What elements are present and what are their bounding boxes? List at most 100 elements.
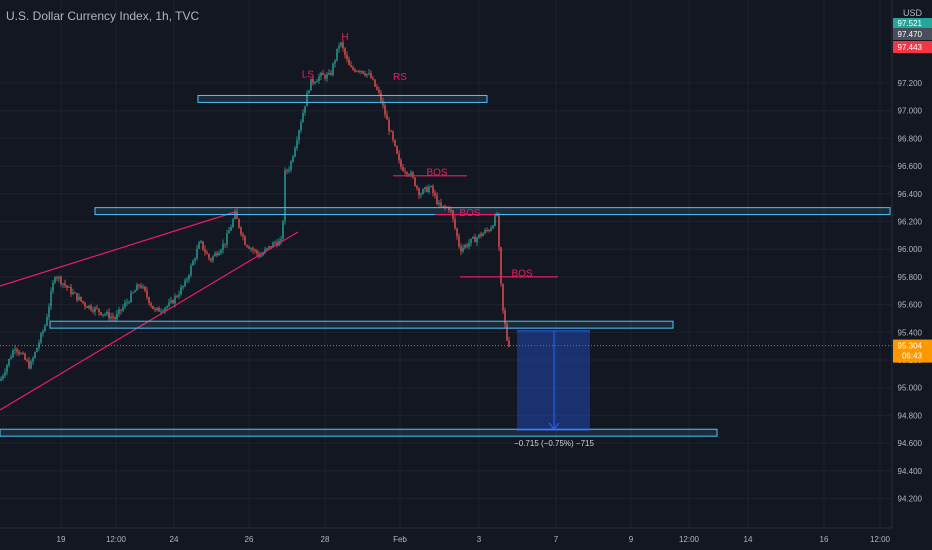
candle-body (504, 310, 506, 325)
candle-body (108, 311, 110, 319)
time-axis[interactable] (0, 528, 932, 550)
zone-box-2[interactable] (94, 207, 891, 216)
time-tick-label: 12:00 (870, 535, 891, 544)
candle-body (186, 279, 188, 281)
candle-body (182, 286, 184, 288)
candle-body (30, 361, 32, 369)
candle-body (422, 189, 424, 195)
candle-body (508, 340, 510, 347)
candle-body (404, 170, 406, 173)
annotation-label-h: H (341, 32, 348, 43)
candle-body (370, 73, 372, 79)
candle-body (412, 172, 414, 178)
candle-body (316, 80, 318, 83)
candle-body (0, 378, 2, 381)
time-tick-label: 12:00 (679, 535, 700, 544)
candle-body (96, 307, 98, 309)
candle-body (20, 353, 22, 355)
candle-body (138, 284, 140, 286)
candle-body (302, 112, 304, 123)
candle-body (318, 76, 320, 81)
candle-body (144, 286, 146, 291)
candle-body (364, 73, 366, 76)
candle-body (24, 353, 26, 360)
candle-body (472, 236, 474, 239)
candle-body (390, 130, 392, 132)
candle-body (82, 300, 84, 303)
candle-body (68, 286, 70, 288)
candle-body (454, 218, 456, 229)
candle-body (84, 302, 86, 307)
candle-body (314, 82, 316, 84)
candle-body (106, 311, 108, 315)
candle-body (420, 194, 422, 196)
time-tick-label: Feb (393, 535, 407, 544)
candle-body (146, 290, 148, 298)
zone-box-3[interactable] (49, 320, 674, 329)
candle-body (254, 249, 256, 251)
price-axis[interactable] (892, 0, 932, 528)
candle-body (380, 92, 382, 102)
candle-body (228, 230, 230, 234)
candle-body (22, 353, 24, 355)
candle-body (128, 302, 130, 304)
candle-body (356, 70, 358, 72)
candle-body (54, 277, 56, 283)
candle-body (492, 225, 494, 229)
candle-body (306, 92, 308, 107)
candle-body (312, 78, 314, 83)
candle-body (58, 276, 60, 279)
time-tick-label: 28 (321, 535, 330, 544)
candle-body (200, 241, 202, 243)
candle-body (416, 186, 418, 189)
candle-body (294, 148, 296, 157)
candle-body (482, 233, 484, 237)
candle-body (218, 252, 220, 256)
candle-body (242, 234, 244, 237)
candle-body (142, 286, 144, 288)
candle-body (352, 67, 354, 70)
candle-body (490, 228, 492, 231)
candle-body (136, 284, 138, 291)
price-tick-label: 96.800 (898, 134, 923, 143)
candle-body (486, 230, 488, 232)
candle-body (252, 248, 254, 250)
candle-body (196, 248, 198, 259)
candle-body (500, 247, 502, 284)
candle-body (334, 60, 336, 64)
price-badge-red (893, 41, 932, 53)
candle-body (458, 236, 460, 247)
candle-body (432, 186, 434, 194)
candle-body (12, 350, 14, 358)
candle-body (28, 360, 30, 369)
current-price-text: 95.304 (898, 342, 923, 351)
zone-box-4[interactable] (0, 428, 718, 437)
time-tick-label: 12:00 (106, 535, 127, 544)
candle-body (162, 311, 164, 313)
zone-box-1[interactable] (197, 94, 488, 103)
candle-body (284, 170, 286, 222)
chart-title: U.S. Dollar Currency Index, 1h, TVC (6, 9, 200, 23)
candle-body (308, 90, 310, 93)
candle-body (430, 186, 432, 188)
candle-body (326, 74, 328, 79)
candle-body (62, 283, 64, 285)
candle-body (244, 236, 246, 246)
candle-body (410, 172, 412, 175)
candle-body (52, 282, 54, 292)
candle-body (408, 174, 410, 176)
current-price-badge (893, 339, 932, 363)
annotation-label-ls: LS (302, 69, 315, 80)
price-tick-label: 94.600 (898, 439, 923, 448)
candle-body (10, 357, 12, 359)
annotation-label-bos: BOS (459, 208, 480, 219)
candle-body (118, 309, 120, 314)
price-tick-label: 95.400 (898, 328, 923, 337)
candle-body (460, 246, 462, 252)
candle-body (8, 358, 10, 366)
candle-body (86, 306, 88, 309)
candle-body (238, 218, 240, 228)
wedge-upper-line[interactable] (0, 211, 236, 287)
